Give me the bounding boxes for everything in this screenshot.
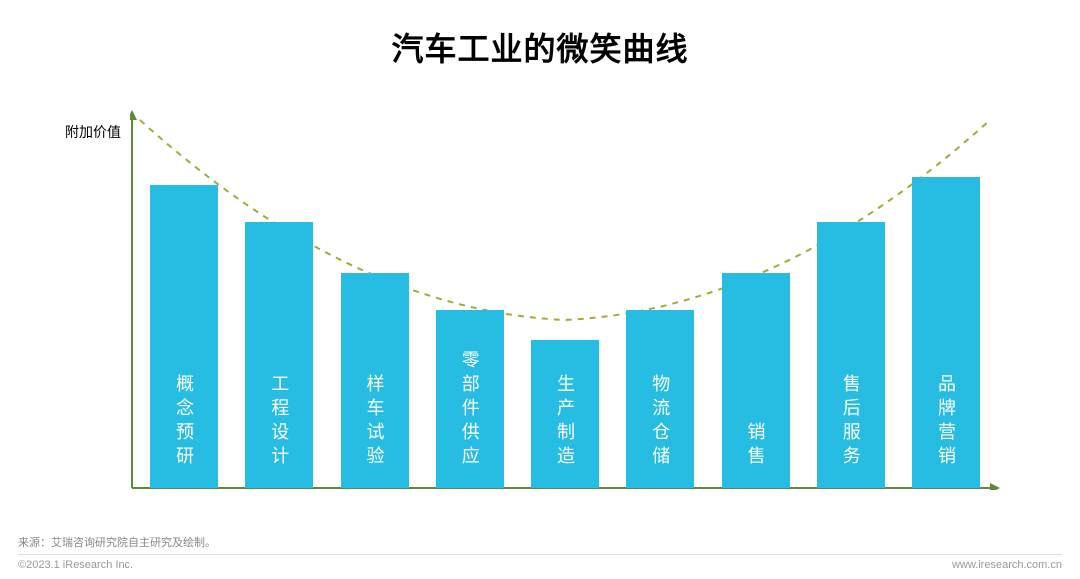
chart-title: 汽车工业的微笑曲线 xyxy=(0,0,1080,70)
bar-after-sales: 售后服务 xyxy=(817,222,885,488)
bar-label: 品牌营销 xyxy=(933,374,959,470)
y-axis-arrow xyxy=(130,110,137,120)
bar-label: 售后服务 xyxy=(838,374,864,470)
footer-copyright: ©2023.1 iResearch Inc. xyxy=(18,559,133,571)
footer-url: www.iresearch.com.cn xyxy=(952,559,1062,571)
footer-source: 来源：艾瑞咨询研究院自主研究及绘制。 xyxy=(18,534,1062,550)
bar-label: 销售 xyxy=(743,422,769,470)
bar-label: 生产制造 xyxy=(552,374,578,470)
bar-branding: 品牌营销 xyxy=(912,177,980,488)
bars-container: 概念预研 工程设计 样车试验 零部件供应 生产制造 物流仓储 销售 售后服务 品… xyxy=(150,118,980,488)
bar-label: 零部件供应 xyxy=(457,350,483,470)
bar-prototype-test: 样车试验 xyxy=(341,273,409,488)
bar-label: 概念预研 xyxy=(171,374,197,470)
bar-concept-research: 概念预研 xyxy=(150,185,218,488)
bar-logistics: 物流仓储 xyxy=(626,310,694,488)
bar-label: 物流仓储 xyxy=(647,374,673,470)
bar-label: 样车试验 xyxy=(362,374,388,470)
x-axis-arrow xyxy=(990,483,1000,490)
bar-engineering-design: 工程设计 xyxy=(245,222,313,488)
footer: 来源：艾瑞咨询研究院自主研究及绘制。 ©2023.1 iResearch Inc… xyxy=(18,534,1062,571)
bar-parts-supply: 零部件供应 xyxy=(436,310,504,488)
y-axis-label: 附加价值 xyxy=(65,122,121,142)
chart-area: 附加价值 概念预研 工程设计 样车试验 零部件供应 生产制造 物流仓储 销售 xyxy=(130,110,1000,490)
bar-label: 工程设计 xyxy=(266,374,292,470)
bar-manufacturing: 生产制造 xyxy=(531,340,599,488)
bar-sales: 销售 xyxy=(722,273,790,488)
